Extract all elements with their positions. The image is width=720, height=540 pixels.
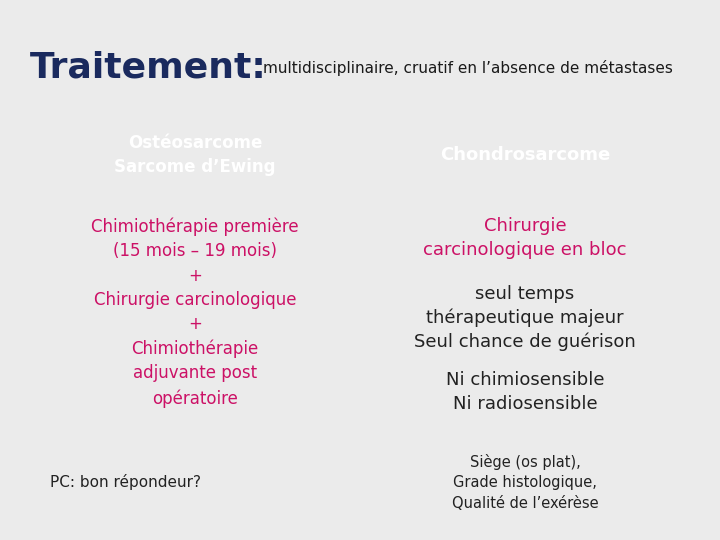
Text: Chimiothérapie première
(15 mois – 19 mois)
+
Chirurgie carcinologique
+
Chimiot: Chimiothérapie première (15 mois – 19 mo… bbox=[91, 218, 299, 408]
Text: Chirurgie
carcinologique en bloc: Chirurgie carcinologique en bloc bbox=[423, 217, 626, 259]
Text: Ni chimiosensible
Ni radiosensible: Ni chimiosensible Ni radiosensible bbox=[446, 371, 604, 413]
Text: multidisciplinaire, cruatif en l’absence de métastases: multidisciplinaire, cruatif en l’absence… bbox=[263, 60, 673, 76]
Text: PC: bon répondeur?: PC: bon répondeur? bbox=[50, 475, 201, 490]
Text: Ostéosarcome
Sarcome d’Ewing: Ostéosarcome Sarcome d’Ewing bbox=[114, 134, 276, 176]
Text: seul temps
thérapeutique majeur
Seul chance de guérison: seul temps thérapeutique majeur Seul cha… bbox=[414, 285, 636, 352]
Text: Traitement:: Traitement: bbox=[30, 51, 266, 85]
Text: Chondrosarcome: Chondrosarcome bbox=[440, 146, 610, 164]
Text: Siège (os plat),
Grade histologique,
Qualité de l’exérèse: Siège (os plat), Grade histologique, Qua… bbox=[451, 454, 598, 511]
